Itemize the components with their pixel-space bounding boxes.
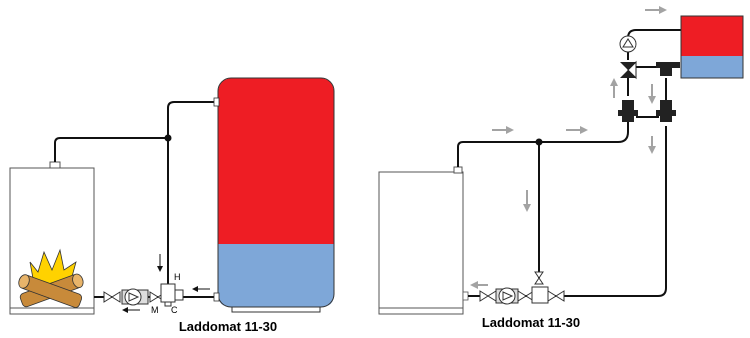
right-caption: Laddomat 11-30 [482,315,580,330]
pump-icon [121,288,149,306]
hydraulic-separator [618,62,680,122]
left-pipes [54,101,216,298]
port-label-h: H [174,272,181,282]
flow-arrow-icon [470,6,667,289]
tank-icon [680,15,744,79]
pump-icon [495,287,519,305]
valve-icon [103,291,121,303]
left-caption: Laddomat 11-30 [179,319,277,334]
laddomat-unit [160,283,184,307]
fire-icon [18,248,84,308]
tank-icon [213,77,335,313]
valve-icon [479,290,497,302]
right-diagram: Laddomat 11-30 [378,6,744,330]
pump-icon [619,35,637,53]
pipe-junction [164,134,172,142]
three-way-valve-icon [620,60,637,80]
boiler-icon [378,166,469,315]
laddomat-unit [531,271,549,304]
left-diagram: H M C Laddomat 11-30 [9,77,335,334]
port-label-m: M [151,305,159,315]
port-label-c: C [171,305,178,315]
pipe-junction [535,138,543,146]
flow-arrow-icon [122,254,210,313]
right-pipes [457,29,681,297]
valve-icon [547,290,565,302]
